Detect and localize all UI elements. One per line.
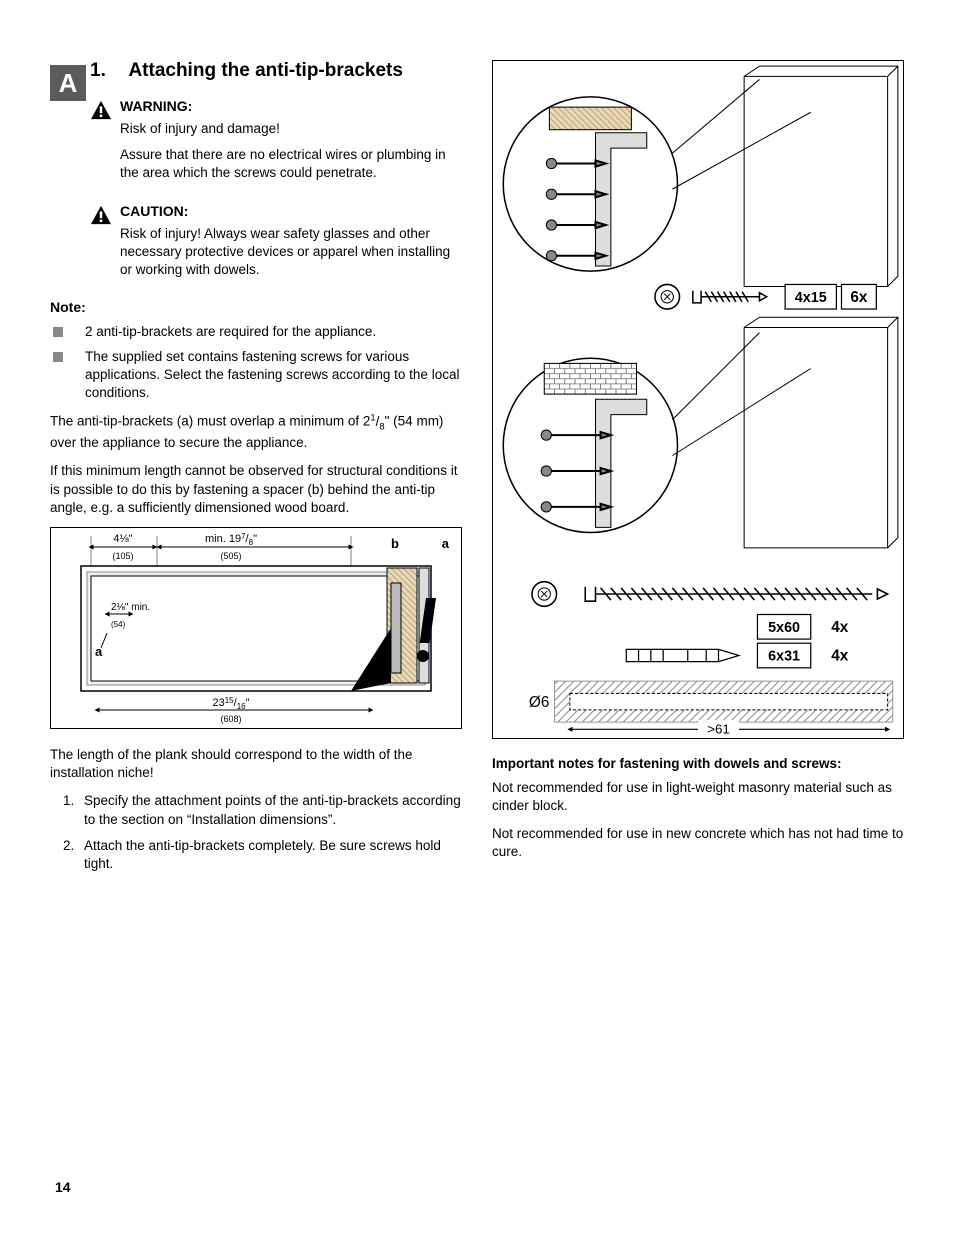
note-list: 2 anti-tip-brackets are required for the… <box>50 323 462 402</box>
screw-size-2: 5x60 <box>768 620 800 636</box>
label-a-2: a <box>442 536 450 551</box>
dim-bot-mm: (608) <box>220 714 241 724</box>
drill-diameter: Ø6 <box>529 694 550 711</box>
label-b: b <box>391 536 399 551</box>
spacer-paragraph: If this minimum length cannot be observe… <box>50 462 462 517</box>
square-bullet-icon <box>53 327 63 337</box>
svg-text:2⅛" min.: 2⅛" min. <box>111 602 150 613</box>
dim-top1-inches: 4⅛" <box>113 533 132 545</box>
warning-p1: Risk of injury and damage! <box>120 120 462 138</box>
fastening-diagram: 4x15 6x <box>492 60 904 739</box>
bracket-dimension-diagram: 4⅛" (105) min. 197/8" (505) 2⅛" min. (54… <box>50 527 462 729</box>
dowel-size: 6x31 <box>768 649 800 665</box>
section-badge: A <box>50 65 86 101</box>
caution-head: CAUTION: <box>120 203 462 219</box>
dim-top2-mm: (505) <box>220 551 241 561</box>
warning-p2: Assure that there are no electrical wire… <box>120 146 462 182</box>
note-text: The supplied set contains fastening scre… <box>85 348 462 403</box>
text: The anti-tip-brackets (a) must overlap a… <box>50 414 370 429</box>
dim-top2-pre: min. 19 <box>205 533 241 545</box>
dowel-qty: 4x <box>831 648 849 665</box>
step-item: Attach the anti-tip-brackets completely.… <box>78 837 462 873</box>
plank-paragraph: The length of the plank should correspon… <box>50 746 462 782</box>
caution-p1: Risk of injury! Always wear safety glass… <box>120 225 462 280</box>
note-item: 2 anti-tip-brackets are required for the… <box>50 323 462 341</box>
dim-side-label: min. <box>131 602 150 613</box>
caution-icon <box>90 203 112 288</box>
screw-qty-2: 4x <box>831 619 849 636</box>
screw-size-1: 4x15 <box>795 290 827 306</box>
dim-side-mm: (54) <box>111 620 126 629</box>
important-notes-p2: Not recommended for use in new concrete … <box>492 825 904 861</box>
fraction-numerator: 1 <box>370 412 375 423</box>
heading-text: Attaching the anti-tip-brackets <box>128 60 402 81</box>
svg-text:min. 197/8": min. 197/8" <box>205 532 257 547</box>
heading-number: 1. <box>90 60 106 81</box>
warning-icon <box>90 98 112 191</box>
important-notes-p1: Not recommended for use in light-weight … <box>492 779 904 815</box>
drill-depth: >61 <box>707 721 730 736</box>
warning-head: WARNING: <box>120 98 462 114</box>
step-item: Specify the attachment points of the ant… <box>78 792 462 828</box>
right-column: 4x15 6x <box>492 60 904 881</box>
steps-list: Specify the attachment points of the ant… <box>50 792 462 873</box>
square-bullet-icon <box>53 352 63 362</box>
dim-side-in: 2⅛" <box>111 602 129 613</box>
svg-text:2315/16": 2315/16" <box>212 696 249 711</box>
note-head: Note: <box>50 299 462 315</box>
note-item: The supplied set contains fastening scre… <box>50 348 462 403</box>
important-notes-head: Important notes for fastening with dowel… <box>492 756 904 771</box>
screw-qty-1: 6x <box>850 289 868 306</box>
warning-block: WARNING: Risk of injury and damage! Assu… <box>90 98 462 191</box>
dim-bot-pre: 23 <box>212 697 224 709</box>
section-heading: 1. Attaching the anti-tip-brackets <box>90 60 462 82</box>
caution-block: CAUTION: Risk of injury! Always wear saf… <box>90 203 462 288</box>
dim-top1-mm: (105) <box>112 551 133 561</box>
page-number: 14 <box>55 1179 71 1195</box>
overlap-paragraph: The anti-tip-brackets (a) must overlap a… <box>50 412 462 452</box>
left-column: 1. Attaching the anti-tip-brackets WARNI… <box>50 60 462 881</box>
note-text: 2 anti-tip-brackets are required for the… <box>85 323 376 341</box>
